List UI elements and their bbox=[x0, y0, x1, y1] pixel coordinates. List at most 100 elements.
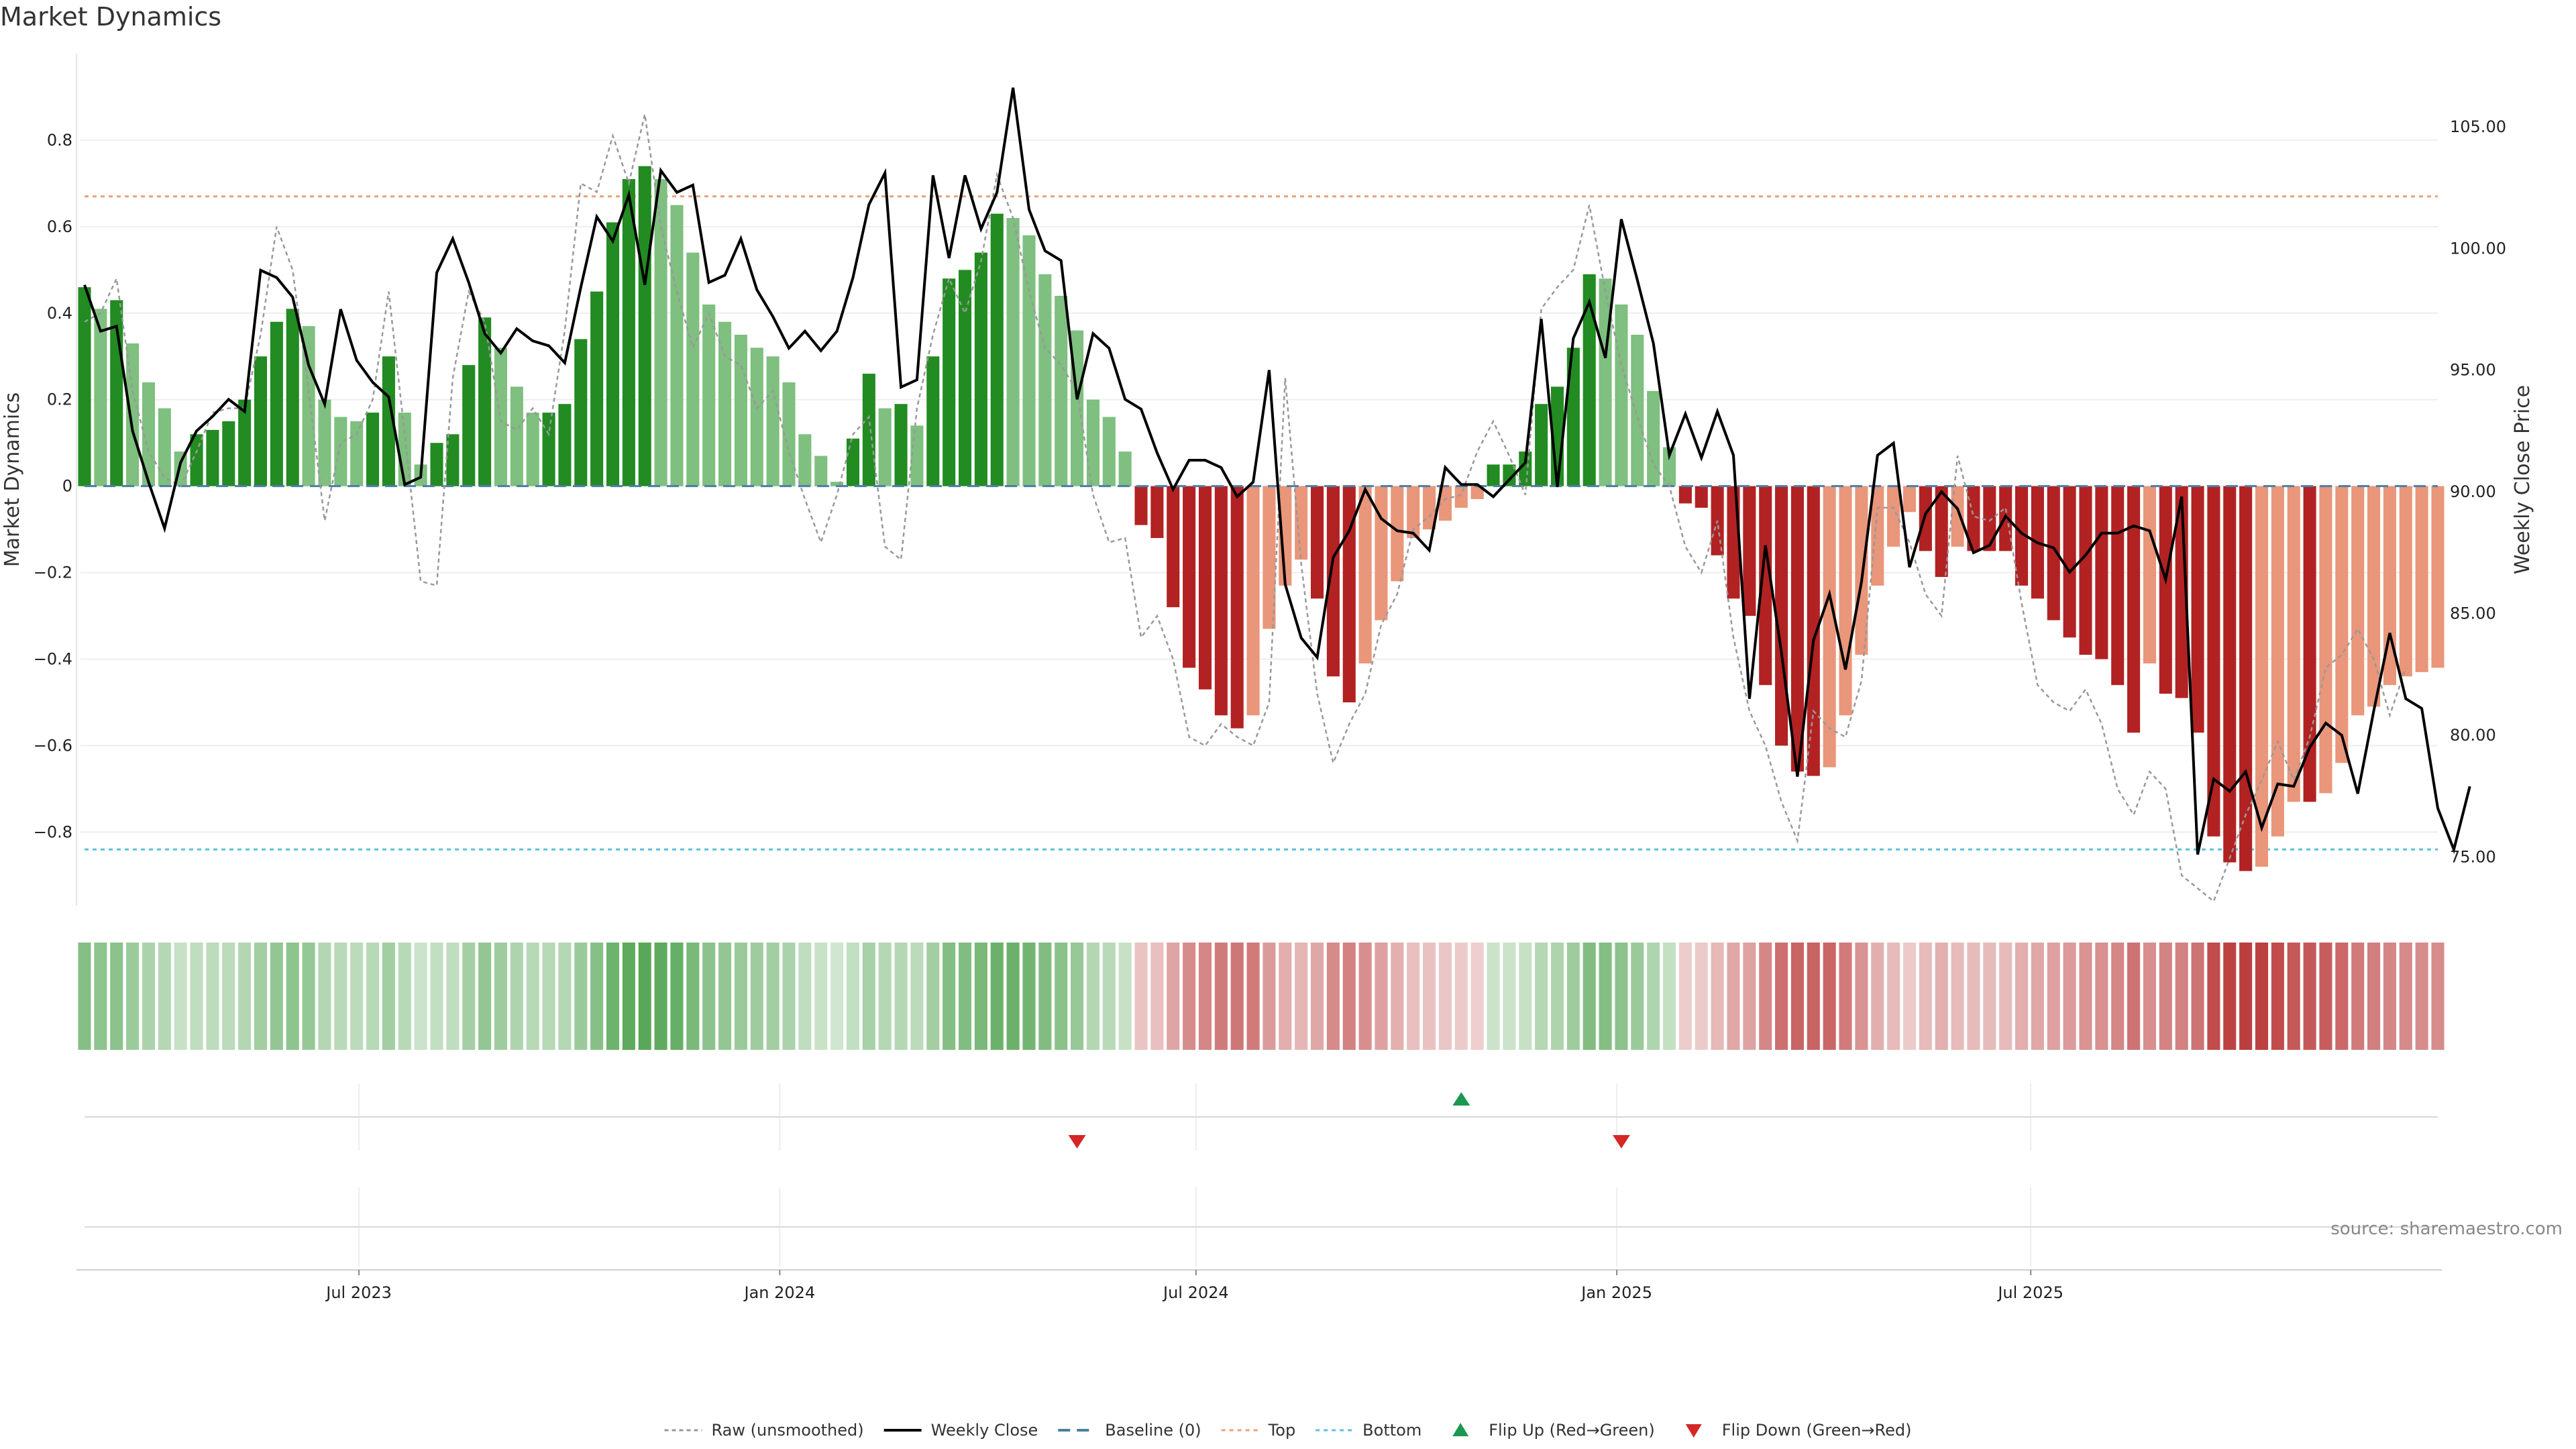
heat-cell bbox=[2159, 943, 2172, 1050]
heat-cell bbox=[830, 943, 844, 1050]
heat-cell bbox=[462, 943, 476, 1050]
raw-series-line bbox=[84, 114, 2407, 903]
dynamics-bar bbox=[2335, 486, 2349, 763]
chart-title: Market Dynamics bbox=[0, 2, 221, 32]
y2-tick-label: 95.00 bbox=[2450, 361, 2496, 380]
legend-item-raw: Raw (unsmoothed) bbox=[664, 1421, 864, 1440]
heat-cell bbox=[750, 943, 763, 1050]
dynamics-bar bbox=[126, 343, 140, 486]
dynamics-bar bbox=[1022, 235, 1036, 486]
dynamics-bar bbox=[2303, 486, 2316, 802]
dynamics-bar bbox=[622, 178, 635, 486]
x-axis-ticks: Jul 2023 Jan 2024 Jul 2024 Jan 2025 Jul 2025 bbox=[325, 1270, 2063, 1302]
heat-cell bbox=[846, 943, 860, 1050]
dynamics-bar bbox=[222, 421, 235, 486]
heat-cell bbox=[1438, 943, 1452, 1050]
heat-cell bbox=[510, 943, 523, 1050]
heat-cell bbox=[910, 943, 924, 1050]
dynamics-bar bbox=[366, 413, 380, 486]
heat-cell bbox=[2079, 943, 2092, 1050]
dynamics-bar bbox=[1375, 486, 1388, 621]
heat-cell bbox=[398, 943, 411, 1050]
dynamics-bar bbox=[158, 408, 171, 486]
dynamics-bar bbox=[894, 404, 908, 486]
heat-cell bbox=[1423, 943, 1436, 1050]
dynamics-bars bbox=[78, 166, 2445, 871]
y-tick-label: 0.6 bbox=[47, 217, 72, 236]
legend: Raw (unsmoothed) Weekly Close Baseline (0)… bbox=[664, 1421, 1912, 1440]
dynamics-bar bbox=[1214, 486, 1228, 716]
dynamics-bar bbox=[318, 399, 331, 486]
dynamics-bar bbox=[1743, 486, 1756, 616]
dynamics-bar bbox=[2111, 486, 2125, 686]
dynamics-bar bbox=[926, 356, 940, 486]
dynamics-bar bbox=[1695, 486, 1708, 508]
heat-cell bbox=[606, 943, 620, 1050]
dynamics-bar bbox=[702, 304, 716, 486]
legend-item-top: Top bbox=[1221, 1421, 1296, 1440]
y-axis-label: Market Dynamics bbox=[1, 392, 24, 568]
heat-cell bbox=[1055, 943, 1068, 1050]
heat-cell bbox=[1071, 943, 1084, 1050]
dynamics-bar bbox=[1871, 486, 1884, 586]
legend-swatch-flip_down bbox=[1685, 1424, 1702, 1438]
heat-cell bbox=[1807, 943, 1820, 1050]
dynamics-bar bbox=[1678, 486, 1692, 504]
y2-axis-label: Weekly Close Price bbox=[2511, 385, 2534, 574]
heat-cell bbox=[334, 943, 347, 1050]
dynamics-bar bbox=[958, 270, 972, 486]
dynamics-bar bbox=[798, 434, 812, 486]
y-tick-label: 0 bbox=[62, 477, 72, 496]
y-tick-label: −0.8 bbox=[34, 822, 72, 841]
dynamics-bar bbox=[1438, 486, 1452, 521]
heat-cell bbox=[1935, 943, 1948, 1050]
heat-cell bbox=[1727, 943, 1740, 1050]
dynamics-bar bbox=[286, 309, 299, 486]
dynamics-bar bbox=[1279, 486, 1292, 586]
y2-tick-label: 105.00 bbox=[2450, 117, 2506, 136]
x-tick-label: Jan 2025 bbox=[1580, 1283, 1652, 1302]
flip-up-marker bbox=[1452, 1092, 1470, 1106]
heat-cell bbox=[1407, 943, 1420, 1050]
heat-cell bbox=[2239, 943, 2253, 1050]
heat-cell bbox=[222, 943, 235, 1050]
heat-cell bbox=[558, 943, 572, 1050]
dynamics-bar bbox=[1183, 486, 1196, 668]
heat-cell bbox=[1118, 943, 1132, 1050]
dynamics-bar bbox=[1198, 486, 1212, 690]
dynamics-bar bbox=[2047, 486, 2060, 621]
y-tick-label: −0.6 bbox=[34, 736, 72, 755]
legend-label: Weekly Close bbox=[931, 1421, 1038, 1440]
dynamics-bar bbox=[270, 321, 283, 486]
dynamics-bar bbox=[302, 326, 315, 486]
heat-cell bbox=[190, 943, 203, 1050]
heat-cell bbox=[1391, 943, 1404, 1050]
y-tick-label: −0.2 bbox=[34, 564, 72, 582]
heat-cell bbox=[174, 943, 187, 1050]
dynamics-bar bbox=[494, 347, 508, 486]
heat-cell bbox=[2271, 943, 2284, 1050]
x-tick-label: Jul 2023 bbox=[325, 1283, 392, 1302]
dynamics-bar bbox=[1055, 296, 1068, 486]
dynamics-bar bbox=[2127, 486, 2141, 733]
dynamics-bar bbox=[2415, 486, 2428, 672]
dynamics-bar bbox=[1167, 486, 1180, 608]
heat-cell bbox=[814, 943, 828, 1050]
y-tick-label: 0.4 bbox=[47, 304, 72, 323]
heat-cell bbox=[1246, 943, 1260, 1050]
heat-cell bbox=[286, 943, 299, 1050]
legend-label: Baseline (0) bbox=[1105, 1421, 1201, 1440]
dynamics-bar bbox=[1919, 486, 1932, 551]
dynamics-bar bbox=[1647, 390, 1660, 486]
dynamics-bar bbox=[1631, 335, 1644, 486]
dynamics-bar bbox=[654, 178, 667, 486]
dynamics-bar bbox=[1134, 486, 1148, 525]
y-tick-label: 0.8 bbox=[47, 131, 72, 150]
heat-cell bbox=[654, 943, 667, 1050]
legend-label: Top bbox=[1268, 1421, 1296, 1440]
heat-cell bbox=[1695, 943, 1708, 1050]
heat-cell bbox=[990, 943, 1004, 1050]
heat-cell bbox=[1871, 943, 1884, 1050]
dynamics-bar bbox=[334, 417, 347, 486]
